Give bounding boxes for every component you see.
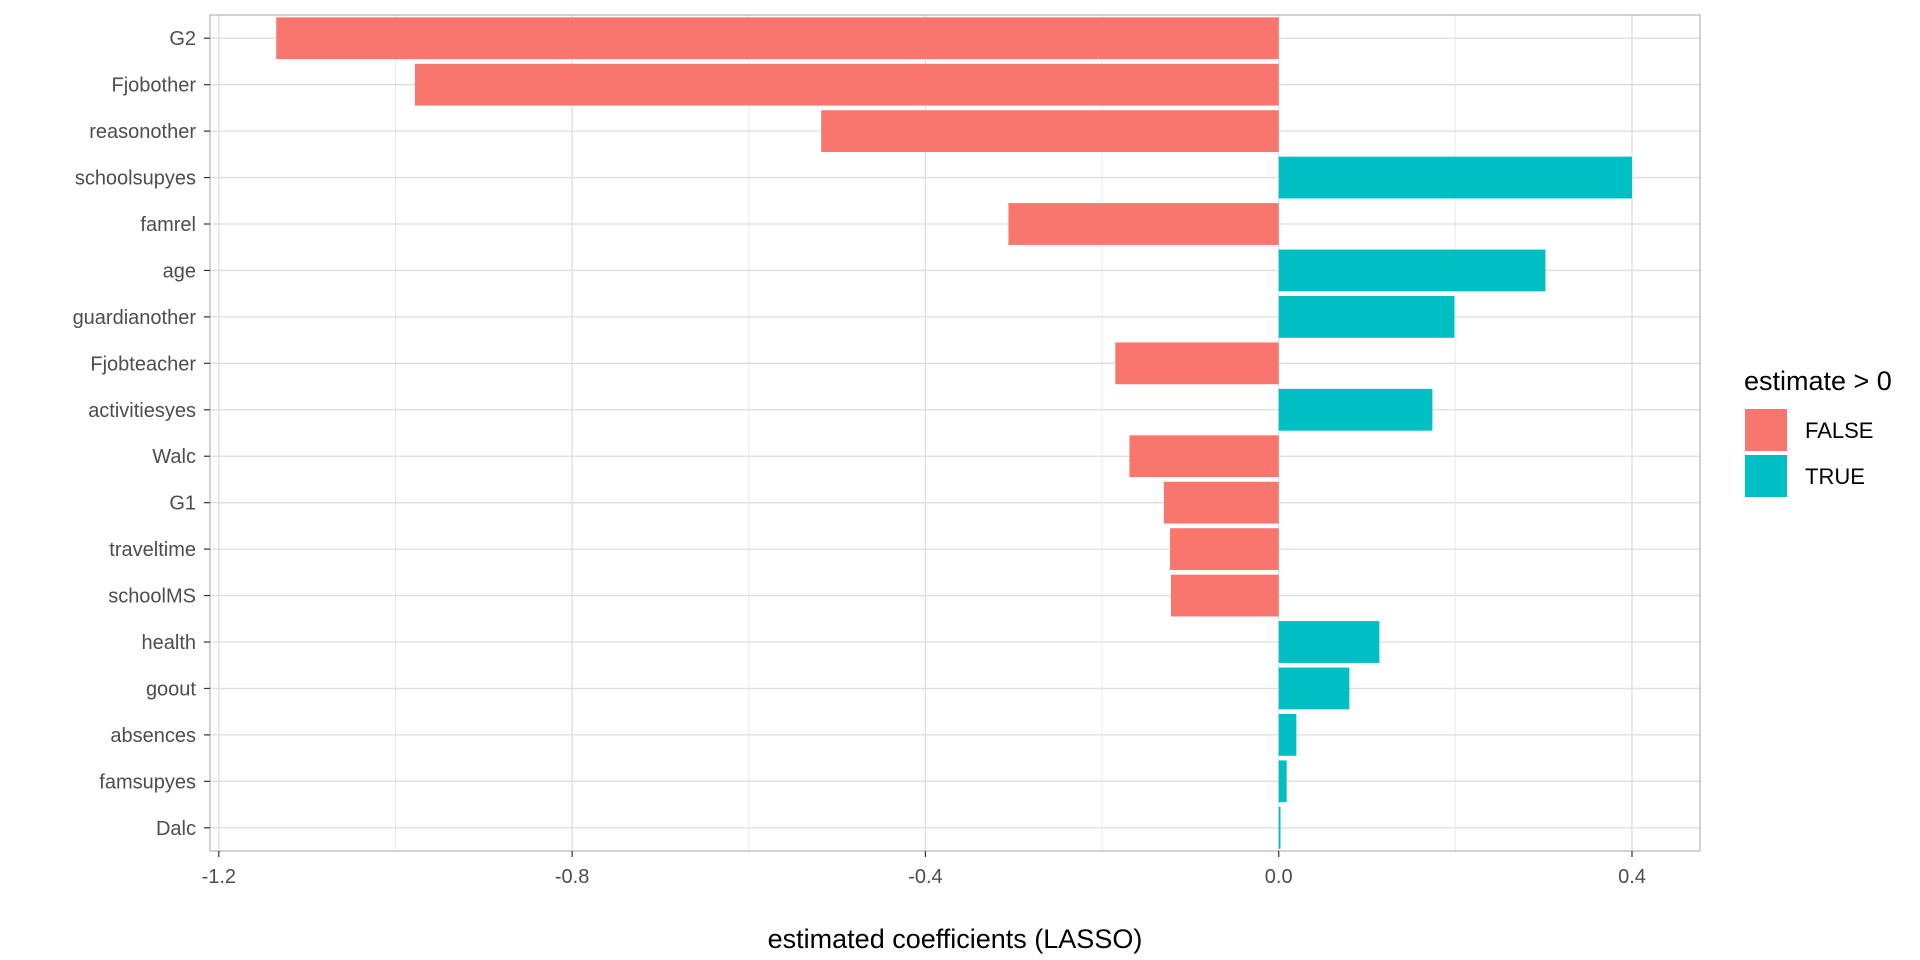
y-tick-label: Dalc [156, 818, 196, 840]
bar-health [1278, 621, 1380, 663]
bar-schoolsupyes [1278, 156, 1632, 199]
y-tick-label: schoolMS [108, 586, 196, 608]
bar-G2 [276, 17, 1279, 60]
x-tick-label: -0.8 [555, 866, 589, 888]
bar-G1 [1163, 481, 1279, 524]
y-axis: G2 Fjobother reasonother schoolsupyes famrel… [73, 28, 210, 840]
y-tick-label: age [163, 260, 196, 282]
legend-key-false [1745, 409, 1787, 451]
bar-traveltime [1170, 528, 1279, 571]
bar-famrel [1008, 203, 1279, 245]
y-tick-label: famsupyes [99, 771, 196, 793]
legend-key-true [1745, 455, 1787, 497]
y-tick-label: G2 [169, 28, 196, 50]
x-tick-label: 0.4 [1618, 866, 1646, 888]
x-tick-label: 0.0 [1265, 866, 1293, 888]
x-axis: -1.2 -0.8 -0.4 0.0 0.4 [202, 851, 1646, 888]
plot-panel-border [209, 14, 1701, 852]
bars [276, 17, 1632, 849]
bar-Fjobteacher [1115, 342, 1279, 385]
y-tick-label: traveltime [109, 539, 196, 561]
bar-schoolMS [1170, 574, 1279, 617]
y-tick-label: absences [110, 725, 196, 747]
bar-guardianother [1278, 295, 1455, 338]
bar-reasonother [821, 110, 1279, 153]
legend-title: estimate > 0 [1744, 366, 1892, 396]
bar-age [1278, 249, 1546, 292]
bar-Walc [1129, 435, 1279, 478]
y-tick-label: health [142, 632, 197, 654]
bar-Dalc [1278, 806, 1281, 849]
y-tick-label: activitiesyes [88, 400, 196, 422]
y-tick-label: famrel [140, 214, 196, 236]
y-tick-label: Fjobother [112, 75, 197, 97]
bar-activitiesyes [1278, 388, 1433, 431]
legend: estimate > 0 FALSE TRUE [1744, 366, 1892, 497]
plot-panel-background [210, 15, 1700, 851]
x-tick-label: -1.2 [202, 866, 236, 888]
bar-goout [1278, 667, 1350, 710]
legend-label-true: TRUE [1805, 464, 1865, 489]
y-tick-label: Walc [152, 446, 196, 468]
legend-label-false: FALSE [1805, 418, 1873, 443]
bar-absences [1278, 713, 1297, 756]
y-tick-label: G1 [169, 493, 196, 515]
x-tick-label: -0.4 [908, 866, 942, 888]
x-axis-title: estimated coefficients (LASSO) [768, 924, 1143, 954]
bar-Fjobother [414, 63, 1279, 106]
y-tick-label: reasonother [89, 121, 196, 143]
y-tick-label: schoolsupyes [75, 168, 196, 190]
y-tick-label: goout [146, 678, 196, 700]
y-tick-label: guardianother [73, 307, 197, 329]
bar-famsupyes [1278, 760, 1287, 803]
y-tick-label: Fjobteacher [90, 353, 196, 375]
